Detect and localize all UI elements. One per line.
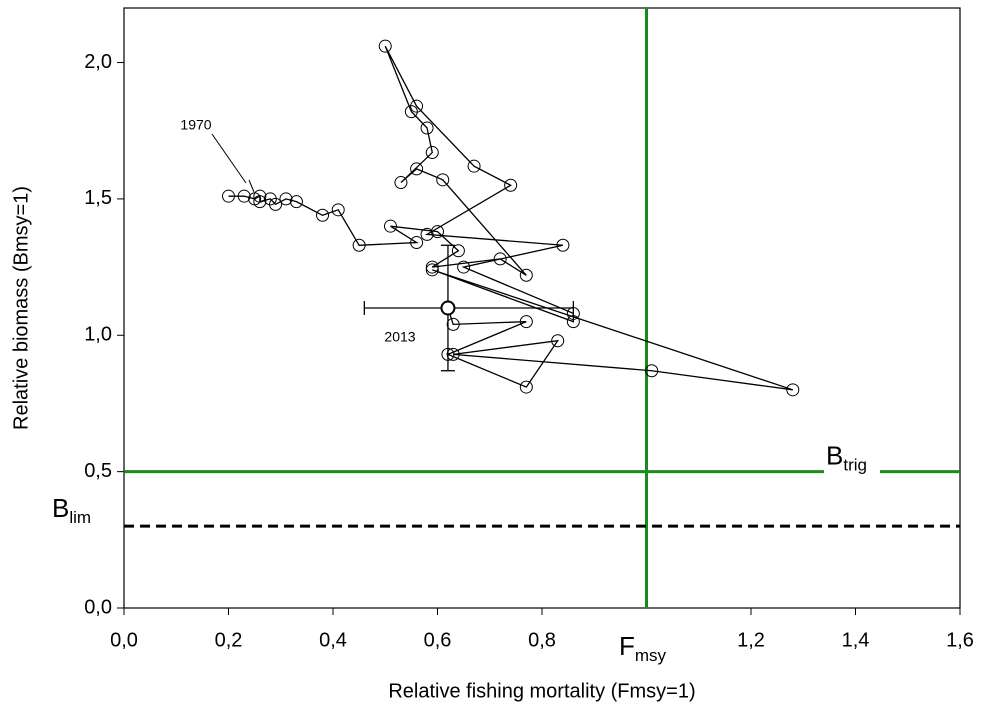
annotation-arrow bbox=[248, 179, 255, 193]
y-tick-label: 0,5 bbox=[84, 460, 112, 482]
data-point bbox=[425, 260, 439, 274]
data-point bbox=[457, 260, 471, 274]
x-tick-label: 1,2 bbox=[737, 629, 765, 651]
data-point bbox=[556, 238, 570, 252]
data-point bbox=[440, 300, 456, 316]
data-point bbox=[425, 146, 439, 160]
data-point bbox=[566, 315, 580, 329]
reference-label-main: B bbox=[826, 441, 843, 471]
data-point bbox=[446, 317, 460, 331]
data-point bbox=[519, 380, 533, 394]
data-point bbox=[410, 236, 424, 250]
data-point bbox=[436, 173, 450, 187]
reference-label: Blim bbox=[52, 493, 91, 528]
data-point bbox=[493, 252, 507, 266]
data-point bbox=[519, 315, 533, 329]
annotation-1970: 1970 bbox=[180, 117, 211, 133]
data-point bbox=[279, 192, 293, 206]
data-point bbox=[383, 219, 397, 233]
reference-label-main: F bbox=[619, 631, 635, 661]
data-point bbox=[269, 197, 283, 211]
x-tick-label: 0,8 bbox=[528, 629, 556, 651]
data-point bbox=[237, 189, 251, 203]
data-point bbox=[519, 268, 533, 282]
x-tick-label: 1,6 bbox=[946, 629, 974, 651]
reference-label-sub: lim bbox=[69, 509, 91, 528]
x-tick-label: 0,4 bbox=[319, 629, 347, 651]
annotation-arrow bbox=[211, 133, 247, 184]
data-point bbox=[253, 195, 267, 209]
data-point bbox=[420, 121, 434, 135]
data-point bbox=[467, 159, 481, 173]
data-point bbox=[446, 347, 460, 361]
data-point bbox=[425, 263, 439, 277]
data-point bbox=[504, 178, 518, 192]
trajectory-line bbox=[228, 45, 794, 391]
y-tick-label: 1,5 bbox=[84, 187, 112, 209]
y-tick-label: 2,0 bbox=[84, 51, 112, 73]
data-point bbox=[316, 208, 330, 222]
x-axis-title: Relative fishing mortality (Fmsy=1) bbox=[388, 680, 695, 702]
data-point bbox=[394, 176, 408, 190]
data-point bbox=[410, 99, 424, 113]
data-point bbox=[378, 39, 392, 53]
reference-label-main: B bbox=[52, 493, 69, 523]
data-point bbox=[551, 334, 565, 348]
data-point bbox=[645, 364, 659, 378]
reference-label: Fmsy bbox=[619, 631, 667, 666]
data-point bbox=[566, 306, 580, 320]
annotation-2013: 2013 bbox=[384, 329, 415, 345]
data-point bbox=[352, 238, 366, 252]
data-point bbox=[441, 347, 455, 361]
x-tick-label: 0,6 bbox=[424, 629, 452, 651]
data-point bbox=[431, 225, 444, 239]
data-point bbox=[331, 203, 345, 217]
reference-label-sub: trig bbox=[843, 456, 867, 475]
data-point bbox=[289, 195, 303, 209]
label-background bbox=[824, 443, 880, 474]
data-point bbox=[420, 227, 434, 241]
reference-label-sub: msy bbox=[635, 646, 667, 665]
x-tick-label: 0,2 bbox=[215, 629, 243, 651]
x-tick-label: 0,0 bbox=[110, 629, 138, 651]
y-tick-label: 0,0 bbox=[84, 596, 112, 618]
data-point bbox=[222, 189, 235, 203]
reference-label: Btrig bbox=[826, 441, 867, 476]
y-axis-title: Relative biomass (Bmsy=1) bbox=[10, 186, 32, 430]
y-tick-label: 1,0 bbox=[84, 324, 112, 346]
data-point bbox=[786, 383, 800, 397]
data-point bbox=[253, 189, 267, 203]
x-tick-label: 1,4 bbox=[842, 629, 870, 651]
data-point bbox=[451, 244, 465, 258]
data-point bbox=[410, 162, 424, 176]
